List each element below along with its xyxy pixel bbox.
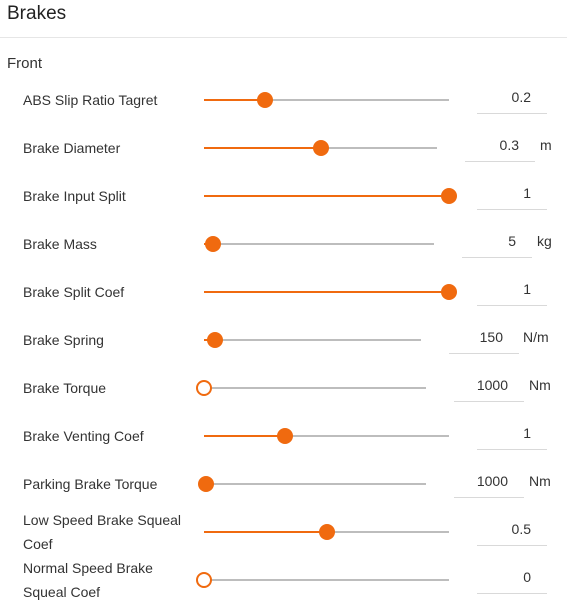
row-brake-torque: Brake Torque 1000 Nm bbox=[0, 364, 567, 412]
slider-fill bbox=[204, 99, 266, 101]
unit-label: kg bbox=[537, 233, 552, 249]
brake-torque-slider[interactable] bbox=[196, 378, 426, 398]
unit-label: N/m bbox=[523, 329, 549, 345]
brake-split-coef-input[interactable]: 1 bbox=[477, 272, 547, 306]
normal-speed-squeal-slider[interactable] bbox=[196, 570, 449, 590]
brake-venting-coef-input[interactable]: 1 bbox=[477, 416, 547, 450]
slider-fill bbox=[204, 291, 449, 293]
slider-thumb[interactable] bbox=[441, 188, 457, 204]
slider-thumb[interactable] bbox=[257, 92, 274, 108]
brake-mass-input[interactable]: 5 bbox=[462, 224, 532, 258]
row-brake-diameter: Brake Diameter 0.3 m bbox=[0, 124, 567, 172]
row-label: Brake Input Split bbox=[23, 188, 126, 204]
title-divider bbox=[0, 37, 567, 38]
normal-speed-squeal-input[interactable]: 0 bbox=[477, 560, 547, 594]
unit-label: Nm bbox=[529, 473, 551, 489]
brake-diameter-input[interactable]: 0.3 bbox=[465, 128, 535, 162]
slider-fill bbox=[204, 195, 449, 197]
slider-rail bbox=[204, 435, 449, 437]
row-brake-split-coef: Brake Split Coef 1 bbox=[0, 268, 567, 316]
slider-rail bbox=[204, 579, 449, 581]
slider-thumb[interactable] bbox=[312, 140, 329, 156]
row-label: Low Speed Brake Squeal Coef bbox=[23, 512, 181, 552]
row-label: ABS Slip Ratio Tagret bbox=[23, 92, 158, 108]
parking-brake-torque-slider[interactable] bbox=[198, 474, 426, 494]
row-low-speed-brake-squeal-coef: Low Speed Brake Squeal Coef 0.5 bbox=[0, 508, 567, 556]
row-brake-mass: Brake Mass 5 kg bbox=[0, 220, 567, 268]
slider-thumb[interactable] bbox=[441, 284, 457, 300]
brake-diameter-slider[interactable] bbox=[204, 138, 437, 158]
low-speed-squeal-slider[interactable] bbox=[204, 522, 449, 542]
row-label: Brake Mass bbox=[23, 236, 97, 252]
row-brake-input-split: Brake Input Split 1 bbox=[0, 172, 567, 220]
brake-input-split-slider[interactable] bbox=[204, 186, 457, 206]
slider-rail bbox=[204, 339, 421, 341]
slider-rail bbox=[204, 243, 434, 245]
slider-thumb[interactable] bbox=[206, 332, 223, 348]
row-parking-brake-torque: Parking Brake Torque 1000 Nm bbox=[0, 460, 567, 508]
slider-fill bbox=[204, 531, 327, 533]
row-label: Brake Venting Coef bbox=[23, 428, 144, 444]
brake-venting-coef-slider[interactable] bbox=[204, 426, 449, 446]
slider-thumb[interactable] bbox=[196, 380, 212, 396]
row-abs-slip-ratio-target: ABS Slip Ratio Tagret 0.2 bbox=[0, 76, 567, 124]
slider-fill bbox=[204, 147, 321, 149]
abs-slip-ratio-input[interactable]: 0.2 bbox=[477, 80, 547, 114]
unit-label: m bbox=[540, 137, 552, 153]
slider-thumb[interactable] bbox=[318, 524, 335, 540]
section-title-front: Front bbox=[7, 55, 43, 72]
slider-rail bbox=[204, 483, 426, 485]
brake-spring-slider[interactable] bbox=[204, 330, 421, 350]
row-label: Brake Diameter bbox=[23, 140, 121, 156]
row-label: Normal Speed Brake Squeal Coef bbox=[23, 560, 153, 600]
row-label: Brake Spring bbox=[23, 332, 104, 348]
row-label: Parking Brake Torque bbox=[23, 476, 158, 492]
brake-torque-input[interactable]: 1000 bbox=[454, 368, 524, 402]
unit-label: Nm bbox=[529, 377, 551, 393]
brake-split-coef-slider[interactable] bbox=[204, 282, 457, 302]
slider-thumb[interactable] bbox=[205, 236, 222, 252]
parking-brake-torque-input[interactable]: 1000 bbox=[454, 464, 524, 498]
low-speed-squeal-input[interactable]: 0.5 bbox=[477, 512, 547, 546]
brake-input-split-input[interactable]: 1 bbox=[477, 176, 547, 210]
row-brake-spring: Brake Spring 150 N/m bbox=[0, 316, 567, 364]
brake-mass-slider[interactable] bbox=[204, 234, 434, 254]
page-title: Brakes bbox=[7, 3, 67, 24]
row-label: Brake Split Coef bbox=[23, 284, 125, 300]
slider-rail bbox=[204, 99, 449, 101]
abs-slip-ratio-slider[interactable] bbox=[204, 90, 449, 110]
slider-thumb[interactable] bbox=[198, 476, 215, 492]
row-label: Brake Torque bbox=[23, 380, 107, 396]
slider-rail bbox=[204, 387, 426, 389]
row-normal-speed-brake-squeal-coef: Normal Speed Brake Squeal Coef 0 bbox=[0, 556, 567, 604]
row-brake-venting-coef: Brake Venting Coef 1 bbox=[0, 412, 567, 460]
slider-fill bbox=[204, 435, 285, 437]
slider-thumb[interactable] bbox=[276, 428, 293, 444]
brake-spring-input[interactable]: 150 bbox=[449, 320, 519, 354]
slider-thumb[interactable] bbox=[196, 572, 212, 588]
